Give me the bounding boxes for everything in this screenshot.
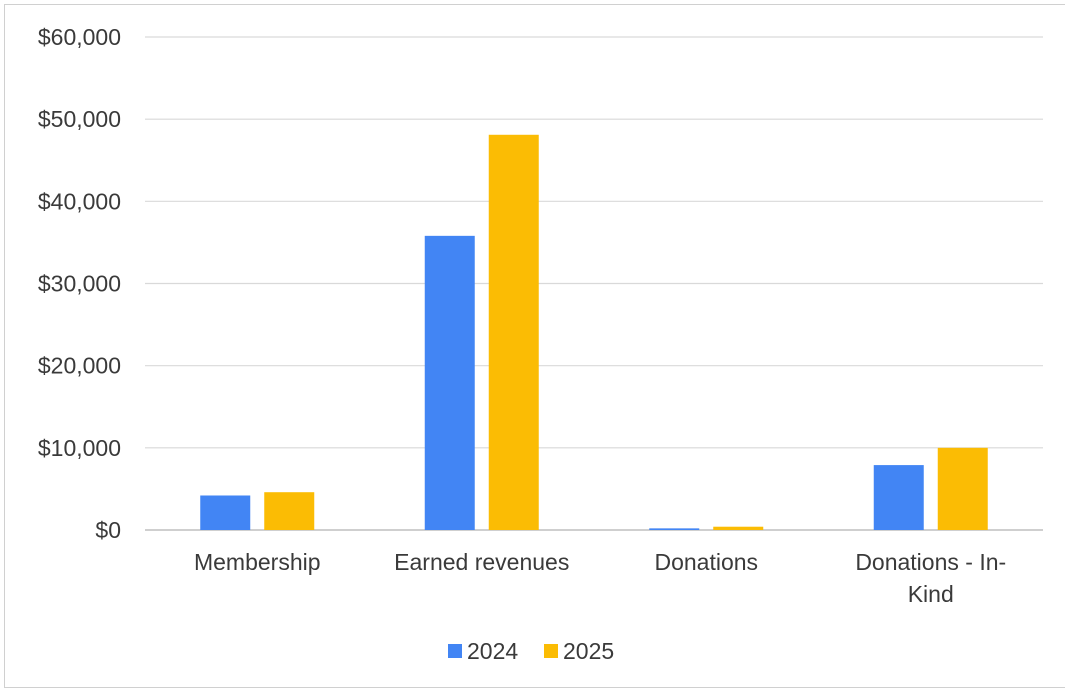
- y-tick-label: $10,000: [38, 435, 121, 461]
- legend: 2024 2025: [448, 638, 614, 664]
- bars: [200, 134, 988, 531]
- bar-2024-2: [649, 528, 700, 530]
- bar-2025-1: [488, 134, 539, 531]
- bar-2024-3: [873, 465, 924, 530]
- y-tick-label: $30,000: [38, 271, 121, 297]
- legend-swatch: [544, 644, 558, 658]
- grid-lines: [145, 36, 1043, 531]
- y-tick-label: $40,000: [38, 188, 121, 214]
- legend-label: 2024: [467, 638, 518, 664]
- bar-2024-0: [200, 495, 251, 530]
- legend-item-2024: 2024: [448, 638, 518, 664]
- y-tick-label: $50,000: [38, 106, 121, 132]
- bar-2024-1: [424, 235, 475, 531]
- bar-2025-3: [937, 447, 988, 530]
- bar-2025-0: [264, 492, 315, 530]
- y-tick-label: $60,000: [38, 24, 121, 50]
- y-axis-tick-labels: $0 $10,000 $20,000 $30,000 $40,000 $50,000 $60…: [38, 24, 121, 543]
- legend-item-2025: 2025: [544, 638, 614, 664]
- x-tick-label: Earned revenues: [394, 549, 569, 575]
- y-tick-label: $0: [95, 517, 121, 543]
- x-tick-label: Donations - In-Kind: [855, 549, 1006, 607]
- x-tick-label: Donations: [654, 549, 758, 575]
- y-tick-label: $20,000: [38, 353, 121, 379]
- legend-label: 2025: [563, 638, 614, 664]
- bar-2025-2: [713, 526, 764, 530]
- x-tick-label: Membership: [194, 549, 321, 575]
- x-axis-tick-labels: Membership Earned revenues Donations Donati…: [194, 549, 1006, 607]
- legend-swatch: [448, 644, 462, 658]
